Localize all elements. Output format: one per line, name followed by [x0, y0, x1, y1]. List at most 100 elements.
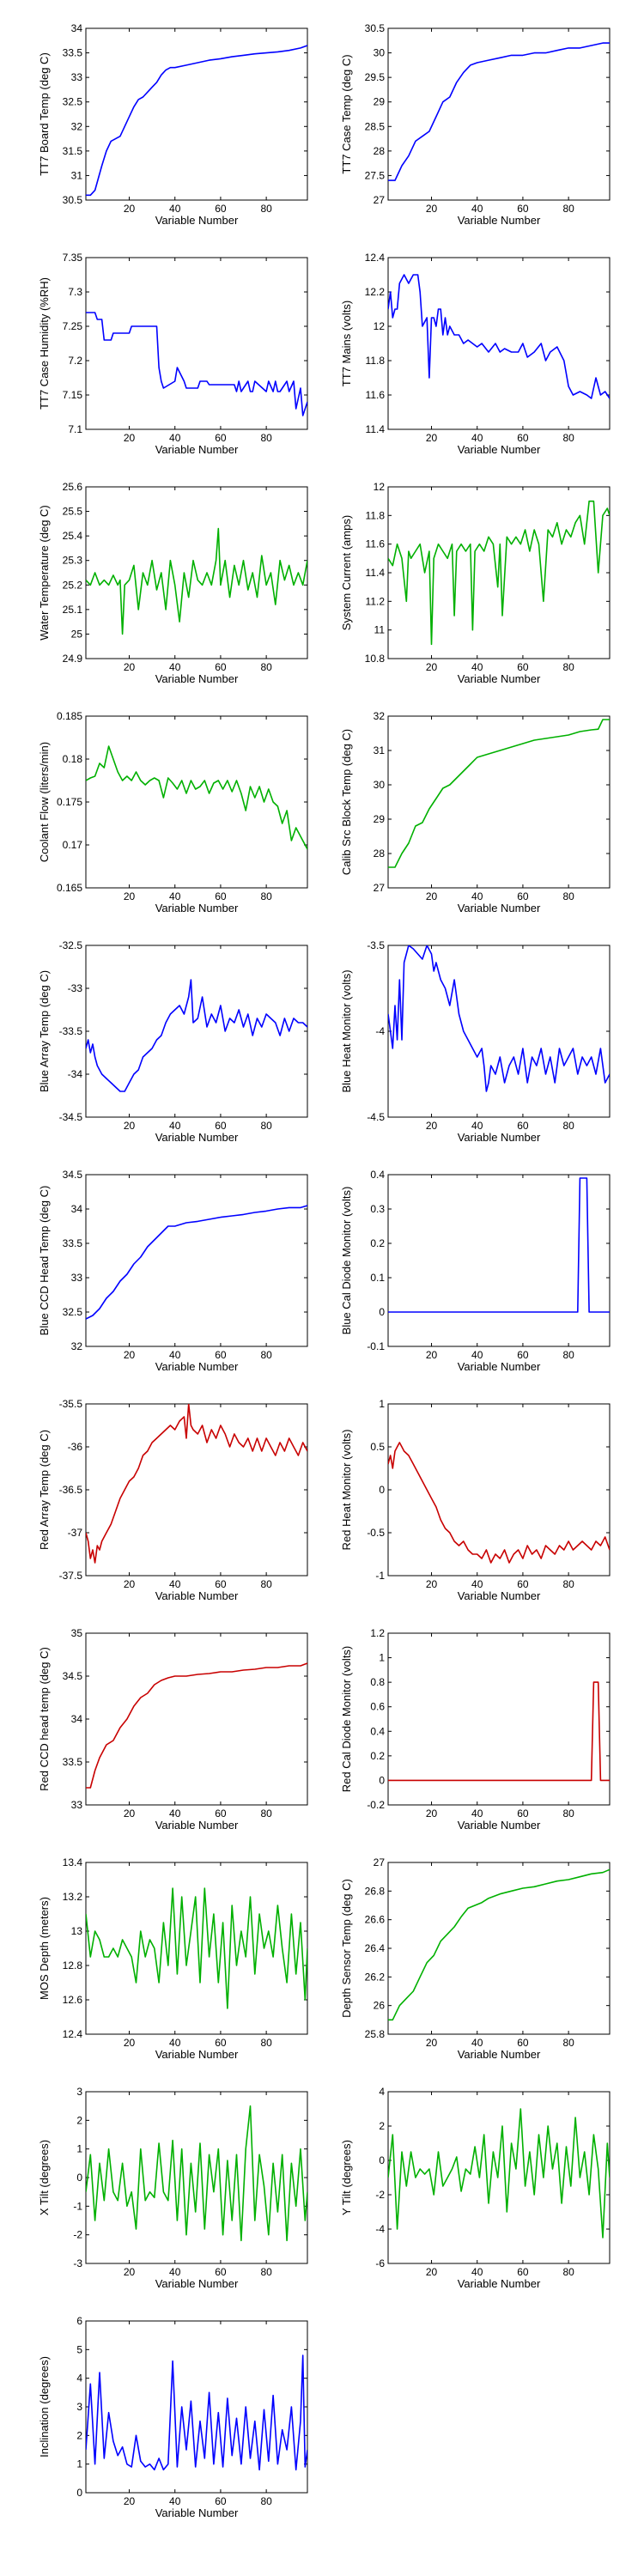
chart-panel-13: 20 40 60 80 -37.5 -37 -36.5 -36 -35.5 Variable Nu… [38, 1398, 308, 1602]
y-axis-label: Blue Heat Monitor (volts) [340, 969, 353, 1092]
y-axis-label: Red Array Temp (deg C) [38, 1430, 51, 1550]
y-tick-label: 0.1 [370, 1272, 385, 1284]
y-tick-label: 30 [374, 47, 386, 59]
plot-frame [85, 257, 308, 430]
x-tick-label: 80 [562, 1120, 574, 1132]
y-tick-label: 12.4 [63, 2028, 83, 2040]
y-tick-label: 12.2 [365, 286, 386, 298]
plot-frame [387, 945, 611, 1118]
y-tick-label: 3 [76, 2086, 82, 2098]
y-tick-label: 34.5 [63, 1670, 83, 1682]
series-line [86, 2354, 307, 2471]
plot-frame [85, 1403, 308, 1577]
x-tick-label: 20 [124, 203, 136, 215]
x-tick-label: 80 [562, 661, 574, 673]
x-tick-label: 40 [471, 1807, 483, 1820]
x-tick-label: 20 [124, 1807, 136, 1820]
y-tick-label: -0.5 [367, 1527, 385, 1539]
y-tick-label: 0.2 [370, 1750, 385, 1762]
x-tick-label: 80 [562, 890, 574, 902]
y-tick-label: 26.6 [365, 1914, 386, 1926]
y-axis-label: X Tilt (degrees) [38, 2140, 51, 2215]
y-tick-label: 33 [71, 1799, 83, 1811]
y-tick-label: 26.4 [365, 1942, 386, 1954]
y-tick-label: 34 [71, 22, 83, 34]
x-tick-label: 60 [517, 2037, 529, 2049]
y-tick-label: 0.3 [370, 1203, 385, 1215]
y-tick-label: 12.4 [365, 252, 386, 264]
y-tick-label: 25.5 [63, 506, 83, 518]
x-axis-label: Variable Number [458, 443, 541, 456]
y-tick-label: 27 [374, 194, 386, 206]
y-tick-label: 0.4 [370, 1169, 385, 1181]
x-axis-label: Variable Number [155, 1131, 239, 1144]
chart-panel-14: 20 40 60 80 -1 -0.5 0 0.5 1 Variable Number Red He… [340, 1398, 611, 1602]
y-tick-label: 12.6 [63, 1994, 83, 2006]
y-tick-label: -4 [375, 1025, 385, 1037]
x-tick-label: 80 [562, 1578, 574, 1590]
x-axis-label: Variable Number [458, 2048, 541, 2061]
x-tick-label: 40 [169, 661, 181, 673]
x-tick-label: 40 [471, 432, 483, 444]
x-tick-label: 20 [426, 1578, 438, 1590]
y-tick-label: 0.4 [370, 1725, 385, 1737]
x-tick-label: 60 [215, 432, 227, 444]
y-tick-label: 25 [71, 628, 83, 640]
x-tick-label: 80 [562, 1807, 574, 1820]
chart-panel-17: 20 40 60 80 12.4 12.6 12.8 13 13.2 13.4 Variable N… [38, 1856, 308, 2061]
y-tick-label: 7.35 [63, 252, 83, 264]
y-axis-label: TT7 Board Temp (deg C) [38, 52, 51, 176]
chart-panel-20: 20 40 60 80 -6 -4 -2 0 2 4 Variable Number Y Tilt (… [340, 2086, 611, 2290]
x-tick-label: 20 [426, 1807, 438, 1820]
x-tick-label: 40 [471, 2037, 483, 2049]
y-tick-label: 7.15 [63, 389, 83, 401]
x-axis-label: Variable Number [458, 1360, 541, 1373]
x-tick-label: 20 [426, 1349, 438, 1361]
y-tick-label: -37 [68, 1527, 83, 1539]
series-line [388, 1681, 610, 1782]
x-axis-label: Variable Number [155, 902, 239, 914]
x-tick-label: 20 [124, 1349, 136, 1361]
y-axis-label: Y Tilt (degrees) [340, 2140, 353, 2215]
series-line [86, 1404, 307, 1564]
x-axis-label: Variable Number [458, 1589, 541, 1602]
plot-frame [387, 715, 611, 889]
y-axis-label: Red Heat Monitor (volts) [340, 1430, 353, 1551]
y-tick-label: 2 [76, 2114, 82, 2126]
chart-panel-19: 20 40 60 80 -3 -2 -1 0 1 2 3 Variable Number X Tilt … [38, 2086, 308, 2290]
y-tick-label: -33.5 [59, 1025, 83, 1037]
y-tick-label: 33 [71, 71, 83, 83]
x-tick-label: 40 [169, 1120, 181, 1132]
y-tick-label: 11.4 [366, 567, 386, 579]
y-axis-label: Calib Src Block Temp (deg C) [340, 729, 353, 875]
y-tick-label: -34 [68, 1068, 83, 1080]
y-tick-label: 1.2 [370, 1627, 385, 1639]
x-tick-label: 20 [124, 2495, 136, 2507]
x-axis-label: Variable Number [458, 902, 541, 914]
plot-frame [85, 2320, 308, 2494]
chart-panel-3: 20 40 60 80 7.1 7.15 7.2 7.25 7.3 7.35 Variable Nu… [38, 252, 308, 456]
y-tick-label: 13.2 [63, 1891, 83, 1903]
y-tick-label: 25.8 [365, 2028, 386, 2040]
y-tick-label: 7.2 [68, 355, 82, 367]
x-axis-label: Variable Number [155, 214, 239, 227]
x-tick-label: 80 [260, 1807, 272, 1820]
chart-panel-9: 20 40 60 80 -34.5 -34 -33.5 -33 -32.5 Variable Nu… [38, 939, 308, 1144]
y-tick-label: 34 [71, 1203, 83, 1215]
series-line [388, 945, 610, 1092]
x-tick-label: 80 [260, 661, 272, 673]
x-tick-label: 60 [215, 203, 227, 215]
y-tick-label: 25.6 [63, 481, 83, 493]
y-tick-label: 25.2 [63, 579, 83, 591]
x-tick-label: 60 [517, 1349, 529, 1361]
y-tick-label: 34 [71, 1713, 83, 1725]
series-line [86, 745, 307, 850]
x-tick-label: 40 [471, 661, 483, 673]
y-axis-label: Red Cal Diode Monitor (volts) [340, 1646, 353, 1793]
x-tick-label: 40 [471, 2266, 483, 2278]
chart-panel-7: 20 40 60 80 0.165 0.17 0.175 0.18 0.185 Variable … [38, 710, 308, 914]
chart-panel-4: 20 40 60 80 11.4 11.6 11.8 12 12.2 12.4 Variable N… [340, 252, 611, 456]
x-axis-label: Variable Number [458, 1819, 541, 1832]
y-tick-label: 28 [374, 848, 386, 860]
x-tick-label: 80 [562, 203, 574, 215]
